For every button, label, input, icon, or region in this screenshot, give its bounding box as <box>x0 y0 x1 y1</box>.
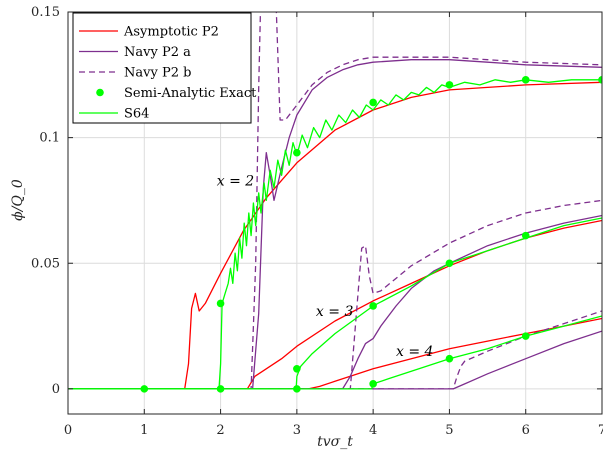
x-axis-label: tvσ_t <box>317 434 353 450</box>
data-point-semi-analytic-exact <box>293 385 301 393</box>
series-line-navy-p2-a-3 <box>68 214 602 390</box>
y-axis-label: ϕ/Q_0 <box>10 179 26 221</box>
x-tick-label: 7 <box>598 423 603 438</box>
legend: Asymptotic P2 Navy P2 a Navy P2 b Semi-Anal… <box>72 12 257 124</box>
y-tick-label: 0.15 <box>31 5 60 20</box>
axes <box>67 11 603 415</box>
series-line-navy-p2-b-2 <box>68 12 602 390</box>
x-tick-label: 1 <box>140 423 148 438</box>
data-point-semi-analytic-exact <box>293 364 301 373</box>
legend-label: Navy P2 b <box>124 66 191 81</box>
legend-label: S64 <box>124 107 149 122</box>
series-layer <box>68 12 602 393</box>
data-point-semi-analytic-exact <box>598 76 602 84</box>
legend-label: Asymptotic P2 <box>123 25 219 40</box>
x-tick-label: 4 <box>369 423 377 438</box>
curve-label: x = 3 <box>316 304 354 320</box>
data-point-semi-analytic-exact <box>521 231 530 240</box>
series-line-navy-p2-b-3 <box>68 199 602 390</box>
series-line-asymptotic-p2-4 <box>68 317 602 390</box>
y-tick-label: 0.05 <box>31 256 60 271</box>
data-point-semi-analytic-exact <box>521 76 530 84</box>
data-point-semi-analytic-exact <box>521 332 530 340</box>
annotations: x = 2 x = 3 x = 4 <box>217 173 434 360</box>
curve-label: x = 2 <box>217 173 255 189</box>
data-point-semi-analytic-exact <box>445 259 454 268</box>
series-line-navy-p2-a-2 <box>68 59 602 390</box>
x-tick-label: 5 <box>445 423 453 438</box>
plot-frame <box>67 11 603 415</box>
curve-label: x = 4 <box>396 344 433 360</box>
x-tick-label: 2 <box>216 423 224 438</box>
y-tick-label: 0.1 <box>39 131 60 146</box>
data-point-semi-analytic-exact <box>445 81 454 89</box>
data-point-semi-analytic-exact <box>293 148 301 157</box>
legend-label: Navy P2 a <box>124 45 191 60</box>
tick-labels: 0 1 2 3 4 5 6 7 0 0.05 0.1 0.15 <box>31 5 603 438</box>
x-tick-label: 0 <box>64 423 72 438</box>
data-point-semi-analytic-exact <box>216 299 225 308</box>
data-point-semi-analytic-exact <box>140 385 149 393</box>
x-tick-label: 6 <box>522 423 530 438</box>
series-line-navy-p2-b-4 <box>68 310 602 390</box>
data-point-semi-analytic-exact <box>445 354 454 363</box>
data-point-semi-analytic-exact <box>369 98 377 107</box>
data-point-semi-analytic-exact <box>369 302 377 310</box>
legend-label: Semi-Analytic Exact <box>124 86 257 101</box>
data-point-semi-analytic-exact <box>369 380 377 388</box>
data-point-semi-analytic-exact <box>216 385 225 393</box>
series-line-s64-2 <box>68 79 602 390</box>
y-tick-label: 0 <box>52 382 60 397</box>
legend-marker <box>96 88 104 97</box>
x-tick-label: 3 <box>293 423 301 438</box>
